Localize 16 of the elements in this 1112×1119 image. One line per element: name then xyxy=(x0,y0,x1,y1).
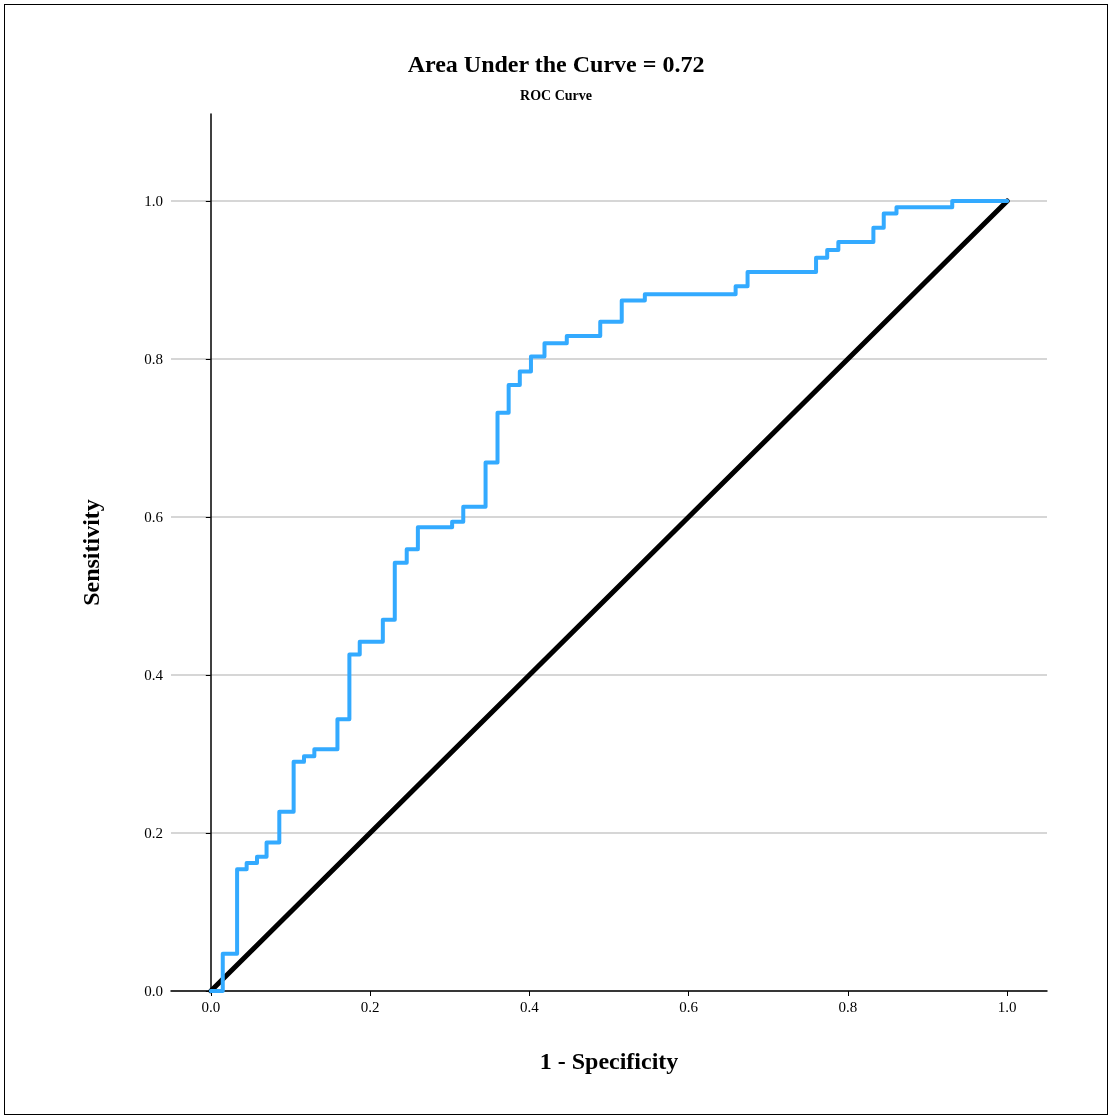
x-tick-label: 1.0 xyxy=(997,998,1017,1015)
x-tick-label: 0.8 xyxy=(838,998,858,1015)
chart-title: Area Under the Curve = 0.72 xyxy=(407,51,705,77)
x-tick-label: 0.0 xyxy=(201,998,221,1015)
y-axis-title: Sensitivity xyxy=(78,499,104,606)
x-tick-label: 0.4 xyxy=(519,998,540,1015)
y-tick-label: 1.0 xyxy=(144,192,163,209)
x-axis-title: 1 - Specificity xyxy=(539,1048,679,1074)
y-tick-label: 0.2 xyxy=(144,824,163,841)
y-tick-label: 0.6 xyxy=(144,508,164,525)
y-tick-label: 0.8 xyxy=(144,350,163,367)
chart-subtitle: ROC Curve xyxy=(520,87,592,103)
x-tick-label: 0.6 xyxy=(679,998,699,1015)
y-tick-label: 0.0 xyxy=(144,983,163,999)
y-tick-label: 0.4 xyxy=(144,666,164,683)
x-tick-label: 0.2 xyxy=(360,998,380,1015)
